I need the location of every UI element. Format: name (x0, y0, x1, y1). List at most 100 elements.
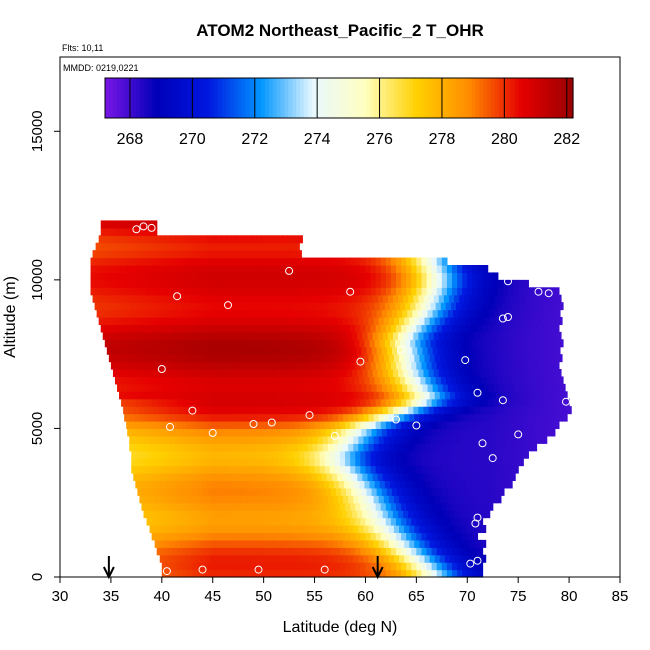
heat-cell (312, 354, 319, 363)
heat-cell (404, 525, 410, 534)
heat-cell (359, 376, 366, 385)
heat-cell (360, 361, 367, 370)
heat-cell (100, 287, 107, 296)
heat-cell (351, 487, 357, 496)
heat-cell (479, 331, 486, 340)
heat-cell (489, 369, 496, 378)
heat-cell (127, 428, 133, 437)
heat-cell (243, 257, 249, 266)
heat-cell (121, 227, 127, 236)
sample-point (356, 357, 365, 366)
heat-cell (446, 324, 453, 333)
heat-cell (142, 487, 149, 496)
heat-cell (376, 383, 383, 392)
heat-cell (370, 272, 377, 281)
heat-cell (368, 435, 375, 444)
heat-cell (334, 569, 341, 578)
colorbar-segment (413, 78, 418, 118)
heat-cell (305, 428, 312, 437)
heat-cell (468, 428, 474, 437)
y-axis-label: Altitude (m) (2, 276, 19, 358)
heat-cell (182, 361, 188, 370)
heat-cell (464, 406, 470, 415)
heat-cell (315, 487, 322, 496)
heat-cell (275, 406, 282, 415)
heat-cell (123, 250, 129, 259)
heat-cell (254, 383, 261, 392)
heat-cell (419, 435, 426, 444)
colorbar-segment (495, 78, 500, 118)
heat-cell (190, 391, 197, 400)
heat-cell (134, 391, 141, 400)
heat-cell (242, 302, 248, 311)
heat-cell (398, 369, 404, 378)
heat-cell (136, 361, 143, 370)
colorbar-segment (132, 78, 137, 118)
heat-cell (256, 554, 263, 563)
colorbar-segment (561, 78, 566, 118)
heat-cell (418, 294, 425, 303)
heat-cell (210, 554, 217, 563)
colorbar-segment (296, 78, 301, 118)
colorbar-segment (147, 78, 153, 118)
heat-cell (172, 569, 178, 578)
heat-cell (393, 391, 400, 400)
heat-cell (270, 250, 277, 259)
heat-cell (348, 525, 354, 534)
heat-cell (472, 287, 479, 296)
heat-cell (273, 458, 280, 467)
heat-cell (207, 458, 214, 467)
heat-cell (212, 361, 219, 370)
heat-cell (544, 383, 551, 392)
heat-cell (383, 413, 390, 422)
heat-cell (441, 562, 448, 571)
heat-cell (324, 265, 331, 274)
heat-cell (482, 450, 489, 459)
heat-cell (220, 554, 227, 563)
heat-cell (365, 517, 372, 526)
heat-cell (190, 443, 197, 452)
heat-cell (364, 339, 371, 348)
heat-cell (304, 361, 311, 370)
heat-cell (318, 339, 325, 348)
heat-cell (125, 376, 131, 385)
colorbar-segment (342, 78, 348, 118)
heat-cell (118, 369, 124, 378)
heat-cell (163, 331, 170, 340)
heat-cell (501, 302, 508, 311)
heat-cell (470, 413, 477, 422)
sample-point (188, 406, 197, 415)
heat-cell (372, 331, 379, 340)
heat-cell (351, 428, 357, 437)
heat-cell (304, 547, 311, 556)
heat-cell (140, 480, 147, 489)
heat-cell (266, 443, 273, 452)
heat-cell (149, 495, 156, 504)
heat-cell (424, 435, 431, 444)
heat-cell (366, 346, 373, 355)
heat-cell (154, 413, 161, 422)
heat-cell (473, 487, 480, 496)
heat-cell (119, 317, 125, 326)
heat-cell (358, 391, 365, 400)
heat-cell (369, 376, 376, 385)
heat-cell (273, 450, 280, 459)
heat-cell (470, 443, 477, 452)
heat-cell (233, 562, 239, 571)
heat-cell (504, 294, 511, 303)
heat-cell (449, 391, 456, 400)
heat-cell (110, 361, 117, 370)
heat-cell (372, 510, 379, 519)
heat-cell (155, 480, 162, 489)
heat-cell (370, 517, 377, 526)
heat-cell (390, 502, 397, 511)
heat-cell (485, 391, 492, 400)
heat-cell (141, 450, 148, 459)
heat-cell (190, 354, 197, 363)
heat-cell (238, 361, 244, 370)
heat-cell (202, 532, 209, 541)
heat-cell (536, 354, 543, 363)
heat-cell (200, 435, 207, 444)
x-tick-label: 60 (357, 588, 374, 605)
heat-cell (511, 413, 517, 422)
